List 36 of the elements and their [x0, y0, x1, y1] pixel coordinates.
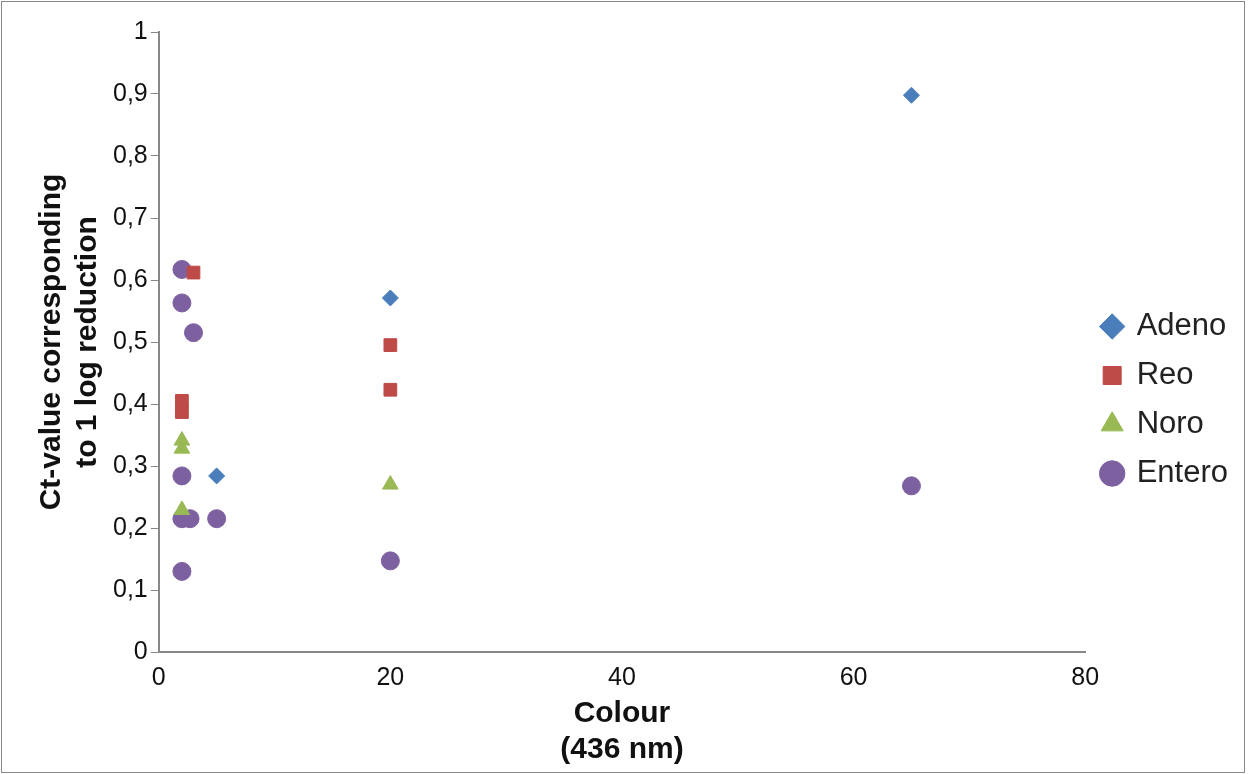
- point: [183, 323, 203, 343]
- point: [186, 265, 201, 280]
- point: [383, 382, 398, 397]
- x-tick-label: 40: [608, 661, 636, 690]
- y-tick-label: 0,5: [112, 325, 148, 354]
- y-tick-label: 0,4: [112, 387, 148, 416]
- point: [380, 551, 400, 571]
- point: [172, 466, 192, 486]
- point: [208, 467, 226, 485]
- point: [172, 561, 192, 581]
- point: [207, 509, 227, 529]
- y-tick-label: 0,9: [112, 77, 148, 106]
- y-axis-title: Ct-value corresponding to 1 log reduction: [33, 173, 103, 511]
- x-tick-label: 0: [151, 661, 166, 690]
- legend-label: Noro: [1136, 405, 1204, 441]
- point: [902, 86, 920, 104]
- x-tick-label: 80: [1071, 661, 1100, 690]
- y-tick-label: 0,1: [112, 573, 148, 602]
- point: [901, 476, 921, 496]
- x-tick-label: 60: [839, 661, 868, 690]
- y-tick-label: 0,2: [112, 511, 148, 540]
- y-tick-label: 0,3: [112, 449, 148, 478]
- legend-label: Adeno: [1136, 307, 1227, 343]
- legend-label: Entero: [1136, 454, 1229, 490]
- y-tick-label: 0: [133, 635, 148, 664]
- legend-label: Reo: [1136, 356, 1194, 392]
- y-tick-label: 0,7: [112, 201, 148, 230]
- point: [383, 338, 398, 352]
- point: [175, 405, 189, 419]
- x-axis-title: Colour (436 nm): [560, 695, 684, 765]
- point: [172, 293, 192, 313]
- y-tick-label: 0,6: [112, 263, 148, 292]
- y-tick-label: 1: [133, 15, 148, 44]
- point: [381, 289, 399, 307]
- x-tick-label: 20: [376, 661, 405, 690]
- y-tick-label: 0,8: [112, 139, 148, 168]
